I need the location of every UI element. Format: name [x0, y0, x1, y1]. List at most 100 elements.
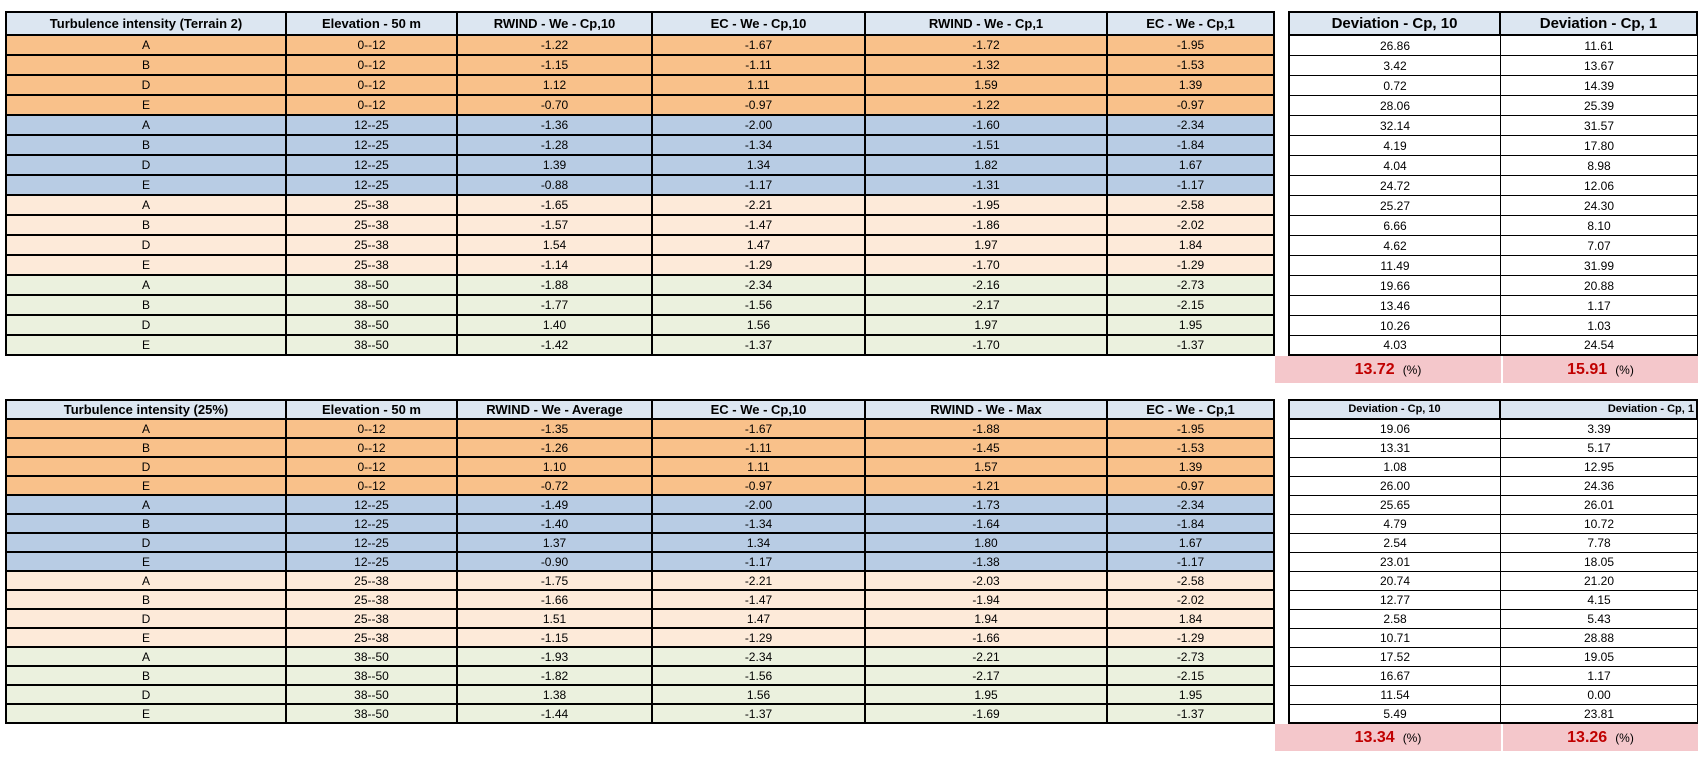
deviation-cp1-cell[interactable]: 3.39 [1501, 420, 1698, 439]
row-label-cell[interactable]: E [5, 336, 287, 356]
elevation-cell[interactable]: 25--38 [287, 256, 458, 276]
value-cell[interactable]: -0.90 [458, 553, 653, 572]
value-cell[interactable]: -1.82 [458, 667, 653, 686]
deviation-cp10-cell[interactable]: 4.04 [1288, 156, 1501, 176]
elevation-cell[interactable]: 38--50 [287, 686, 458, 705]
value-cell[interactable]: -1.45 [866, 439, 1108, 458]
value-cell[interactable]: -1.44 [458, 705, 653, 724]
elevation-cell[interactable]: 25--38 [287, 591, 458, 610]
value-cell[interactable]: -1.15 [458, 629, 653, 648]
elevation-cell[interactable]: 0--12 [287, 96, 458, 116]
deviation-cp10-cell[interactable]: 28.06 [1288, 96, 1501, 116]
elevation-cell[interactable]: 12--25 [287, 553, 458, 572]
deviation-cp1-cell[interactable]: 1.17 [1501, 667, 1698, 686]
value-cell[interactable]: -1.31 [866, 176, 1108, 196]
header-rwind-we-cp-10[interactable]: RWIND - We - Cp,10 [458, 11, 653, 36]
header-ec-we-cp-1[interactable]: EC - We - Cp,1 [1108, 399, 1275, 420]
row-label-cell[interactable]: E [5, 629, 287, 648]
value-cell[interactable]: -1.94 [866, 591, 1108, 610]
deviation-cp1-cell[interactable]: 19.05 [1501, 648, 1698, 667]
header-rwind-we-max[interactable]: RWIND - We - Max [866, 399, 1108, 420]
elevation-cell[interactable]: 12--25 [287, 116, 458, 136]
value-cell[interactable]: -1.29 [653, 629, 866, 648]
value-cell[interactable]: 1.40 [458, 316, 653, 336]
value-cell[interactable]: -1.26 [458, 439, 653, 458]
row-label-cell[interactable]: D [5, 610, 287, 629]
deviation-cp1-cell[interactable]: 14.39 [1501, 76, 1698, 96]
deviation-cp10-cell[interactable]: 3.42 [1288, 56, 1501, 76]
deviation-cp1-cell[interactable]: 20.88 [1501, 276, 1698, 296]
elevation-cell[interactable]: 25--38 [287, 216, 458, 236]
value-cell[interactable]: -1.37 [653, 336, 866, 356]
value-cell[interactable]: 1.84 [1108, 610, 1275, 629]
deviation-cp10-cell[interactable]: 2.58 [1288, 610, 1501, 629]
value-cell[interactable]: -1.56 [653, 296, 866, 316]
value-cell[interactable]: -0.97 [1108, 477, 1275, 496]
value-cell[interactable]: -1.64 [866, 515, 1108, 534]
deviation-cp1-cell[interactable]: 28.88 [1501, 629, 1698, 648]
deviation-cp10-cell[interactable]: 16.67 [1288, 667, 1501, 686]
value-cell[interactable]: -1.51 [866, 136, 1108, 156]
value-cell[interactable]: -2.21 [653, 572, 866, 591]
deviation-cp10-cell[interactable]: 19.06 [1288, 420, 1501, 439]
elevation-cell[interactable]: 25--38 [287, 610, 458, 629]
value-cell[interactable]: -1.35 [458, 420, 653, 439]
value-cell[interactable]: -1.47 [653, 591, 866, 610]
deviation-cp10-cell[interactable]: 25.65 [1288, 496, 1501, 515]
value-cell[interactable]: 1.59 [866, 76, 1108, 96]
value-cell[interactable]: -1.22 [458, 36, 653, 56]
row-label-cell[interactable]: A [5, 496, 287, 515]
deviation-cp10-cell[interactable]: 13.46 [1288, 296, 1501, 316]
value-cell[interactable]: 1.97 [866, 236, 1108, 256]
value-cell[interactable]: 1.39 [1108, 458, 1275, 477]
value-cell[interactable]: -2.00 [653, 496, 866, 515]
value-cell[interactable]: 1.47 [653, 610, 866, 629]
value-cell[interactable]: 1.82 [866, 156, 1108, 176]
row-label-cell[interactable]: B [5, 56, 287, 76]
value-cell[interactable]: -2.21 [653, 196, 866, 216]
deviation-cp10-cell[interactable]: 4.19 [1288, 136, 1501, 156]
deviation-cp10-cell[interactable]: 24.72 [1288, 176, 1501, 196]
elevation-cell[interactable]: 0--12 [287, 477, 458, 496]
value-cell[interactable]: -0.97 [1108, 96, 1275, 116]
header-ec-we-cp-1[interactable]: EC - We - Cp,1 [1108, 11, 1275, 36]
header-deviation-cp-1[interactable]: Deviation - Cp, 1 [1501, 399, 1698, 420]
deviation-cp1-cell[interactable]: 13.67 [1501, 56, 1698, 76]
deviation-cp10-cell[interactable]: 13.31 [1288, 439, 1501, 458]
deviation-cp1-cell[interactable]: 26.01 [1501, 496, 1698, 515]
value-cell[interactable]: 1.97 [866, 316, 1108, 336]
deviation-cp1-cell[interactable]: 23.81 [1501, 705, 1698, 724]
elevation-cell[interactable]: 0--12 [287, 458, 458, 477]
deviation-cp1-cell[interactable]: 24.36 [1501, 477, 1698, 496]
value-cell[interactable]: -1.70 [866, 256, 1108, 276]
value-cell[interactable]: -2.15 [1108, 296, 1275, 316]
deviation-cp1-cell[interactable]: 0.00 [1501, 686, 1698, 705]
elevation-cell[interactable]: 38--50 [287, 667, 458, 686]
value-cell[interactable]: -1.95 [866, 196, 1108, 216]
value-cell[interactable]: -2.16 [866, 276, 1108, 296]
row-label-cell[interactable]: A [5, 116, 287, 136]
value-cell[interactable]: -1.86 [866, 216, 1108, 236]
deviation-cp10-cell[interactable]: 19.66 [1288, 276, 1501, 296]
value-cell[interactable]: -2.34 [1108, 496, 1275, 515]
deviation-cp10-cell[interactable]: 26.00 [1288, 477, 1501, 496]
header-deviation-cp-1[interactable]: Deviation - Cp, 1 [1501, 11, 1698, 36]
header-rwind-we-average[interactable]: RWIND - We - Average [458, 399, 653, 420]
deviation-cp10-cell[interactable]: 5.49 [1288, 705, 1501, 724]
value-cell[interactable]: -1.57 [458, 216, 653, 236]
deviation-cp1-cell[interactable]: 5.43 [1501, 610, 1698, 629]
value-cell[interactable]: -1.88 [458, 276, 653, 296]
deviation-cp10-cell[interactable]: 25.27 [1288, 196, 1501, 216]
value-cell[interactable]: -1.28 [458, 136, 653, 156]
deviation-cp10-cell[interactable]: 32.14 [1288, 116, 1501, 136]
value-cell[interactable]: -1.11 [653, 439, 866, 458]
value-cell[interactable]: 1.38 [458, 686, 653, 705]
value-cell[interactable]: -2.34 [653, 648, 866, 667]
header-deviation-cp-10[interactable]: Deviation - Cp, 10 [1288, 11, 1501, 36]
value-cell[interactable]: -1.53 [1108, 439, 1275, 458]
value-cell[interactable]: -1.17 [653, 553, 866, 572]
elevation-cell[interactable]: 38--50 [287, 276, 458, 296]
value-cell[interactable]: -2.34 [653, 276, 866, 296]
value-cell[interactable]: -2.58 [1108, 196, 1275, 216]
elevation-cell[interactable]: 25--38 [287, 629, 458, 648]
